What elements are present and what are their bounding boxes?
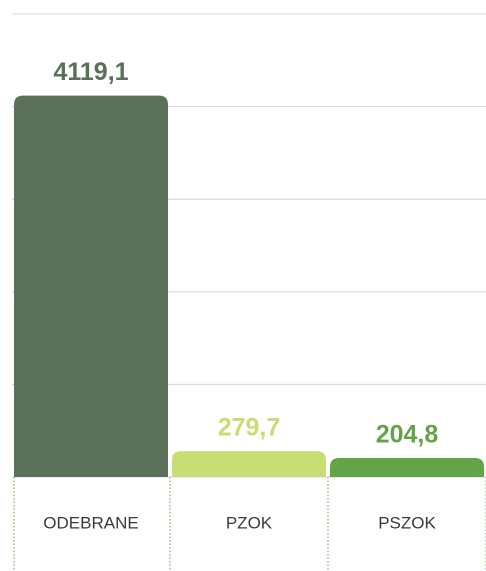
x-tick-label: PZOK (226, 513, 273, 532)
bar (330, 458, 484, 477)
value-label: 4119,1 (53, 58, 128, 86)
value-label: 279,7 (218, 414, 281, 442)
bar (14, 95, 168, 477)
x-tick-label: PSZOK (378, 513, 436, 532)
x-tick-label: ODEBRANE (43, 513, 138, 532)
value-label: 204,8 (376, 421, 439, 449)
bar (172, 451, 326, 477)
